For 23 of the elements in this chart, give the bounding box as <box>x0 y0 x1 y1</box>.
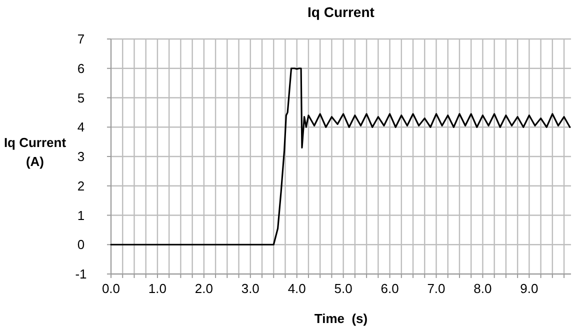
x-tick-label: 3.0 <box>241 281 260 296</box>
y-tick-label: 1 <box>77 208 85 223</box>
x-tick-label: 5.0 <box>334 281 352 296</box>
y-tick-label: -1 <box>75 266 87 282</box>
x-axis-title: Time (s) <box>314 311 368 326</box>
line-series <box>110 68 571 246</box>
chart-title: Iq Current <box>308 4 375 20</box>
x-tick-label: 9.0 <box>520 281 538 296</box>
x-tick-label: 6.0 <box>380 281 399 296</box>
x-tick-label: 7.0 <box>427 281 446 296</box>
y-tick-label: 2 <box>77 178 85 194</box>
x-tick-label: 0.0 <box>102 281 120 296</box>
x-tick-label: 1.0 <box>148 281 167 296</box>
y-tick-label: 4 <box>77 120 85 135</box>
y-tick-label: 6 <box>77 60 85 76</box>
y-tick-label: 0 <box>77 237 85 252</box>
y-tick-label: 3 <box>77 149 85 164</box>
x-tick-label: 8.0 <box>474 281 492 296</box>
y-tick-label: 7 <box>77 32 85 46</box>
y-axis-title: Iq Current (A) <box>4 135 67 169</box>
x-tick-label: 4.0 <box>288 281 306 296</box>
x-tick-label: 2.0 <box>194 281 213 296</box>
y-tick-label: 5 <box>77 90 85 106</box>
